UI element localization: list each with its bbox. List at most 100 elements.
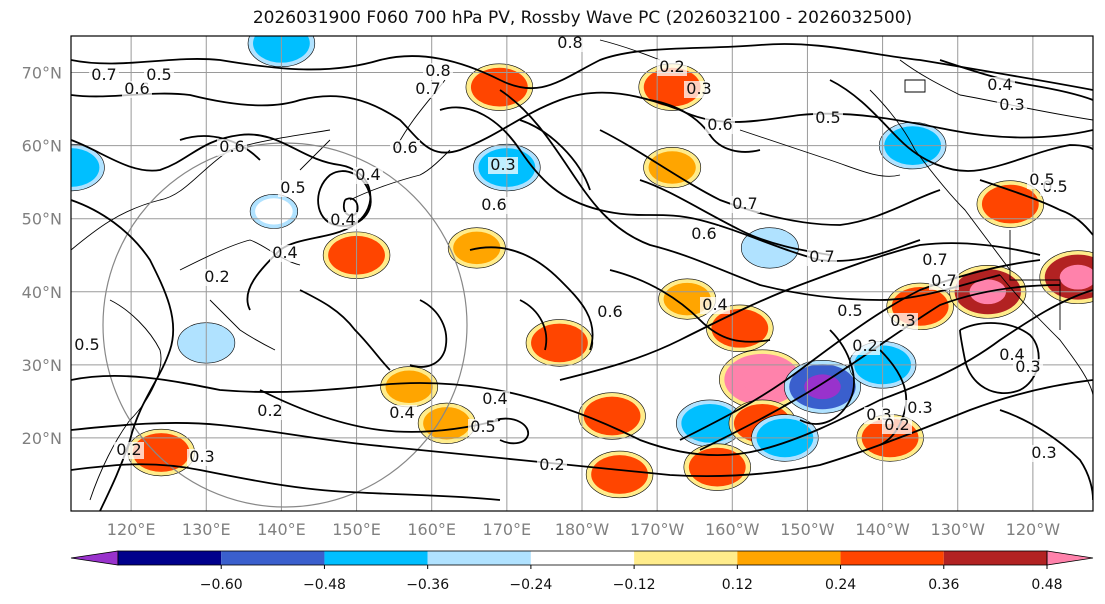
- svg-text:0.7: 0.7: [922, 250, 947, 269]
- svg-text:0.4: 0.4: [987, 75, 1012, 94]
- svg-text:0.2: 0.2: [659, 57, 684, 76]
- colorbar-tick-label: 0.24: [825, 577, 856, 593]
- svg-text:0.4: 0.4: [389, 403, 414, 422]
- colorbar-segment: [324, 551, 428, 565]
- svg-text:0.3: 0.3: [1015, 357, 1040, 376]
- contour-label: 0.2: [255, 401, 285, 420]
- svg-text:0.5: 0.5: [470, 417, 495, 436]
- svg-text:0.2: 0.2: [257, 401, 282, 420]
- contour-label: 0.6: [595, 302, 625, 321]
- lat-label: 70°N: [22, 64, 62, 83]
- contour-label: 0.6: [689, 224, 719, 243]
- lat-label: 20°N: [22, 429, 62, 448]
- colorbar-extend-max: [1046, 550, 1094, 566]
- svg-text:0.7: 0.7: [91, 65, 116, 84]
- contour-label: 0.3: [888, 311, 918, 330]
- svg-text:0.5: 0.5: [146, 65, 171, 84]
- graticule: [71, 36, 1093, 511]
- anomaly-region: [417, 402, 476, 444]
- lon-label: 120°E: [107, 520, 156, 539]
- colorbar-segment: [737, 551, 841, 565]
- contour-label: 0.3: [1013, 357, 1043, 376]
- colorbar-segment: [427, 551, 531, 565]
- lon-label: 180°W: [555, 520, 610, 539]
- contour-label: 0.4: [985, 75, 1015, 94]
- anomaly-region: [585, 450, 654, 499]
- contour-label: 0.5: [1027, 170, 1057, 189]
- longitude-labels: 120°E 130°E 140°E 150°E 160°E 170°E 180°W 170°W…: [107, 520, 1060, 539]
- svg-text:0.8: 0.8: [557, 33, 582, 52]
- contour-label: 0.2: [202, 267, 232, 286]
- contour-label: 0.7: [807, 247, 837, 266]
- colorbar-segment: [634, 551, 738, 565]
- contour-label: 0.3: [187, 447, 217, 466]
- contour-label: 0.8: [423, 61, 453, 80]
- contour-label: 0.7: [730, 194, 760, 213]
- contour-label: 0.7: [929, 271, 959, 290]
- svg-text:0.6: 0.6: [597, 302, 622, 321]
- lon-label: 140°W: [855, 520, 910, 539]
- contour-label: 0.2: [850, 336, 880, 355]
- contour-label: 0.2: [114, 440, 144, 459]
- contour-label: 0.6: [705, 115, 735, 134]
- colorbar-segment: [118, 551, 222, 565]
- contour-label: 0.3: [684, 79, 714, 98]
- anomaly-region: [71, 143, 105, 192]
- colorbar-tick-label: 0.12: [722, 577, 753, 593]
- colorbar-extend-min: [70, 550, 119, 566]
- plot-frame: [70, 35, 1094, 512]
- svg-text:0.2: 0.2: [116, 440, 141, 459]
- lon-label: 130°E: [182, 520, 231, 539]
- contour-label: 0.3: [997, 95, 1027, 114]
- svg-text:0.8: 0.8: [425, 61, 450, 80]
- svg-text:0.3: 0.3: [1031, 443, 1056, 462]
- svg-text:0.5: 0.5: [815, 108, 840, 127]
- anomaly-region: [683, 443, 751, 491]
- svg-text:0.6: 0.6: [392, 138, 417, 157]
- colorbar-tick-label: 0.48: [1031, 577, 1062, 593]
- colorbar-tick-label: −0.60: [200, 577, 243, 593]
- svg-text:0.2: 0.2: [852, 336, 877, 355]
- lon-label: 170°E: [483, 520, 532, 539]
- contour-label: 0.5: [835, 301, 865, 320]
- contour-label: 0.4: [353, 165, 383, 184]
- colorbar-tick-label: −0.24: [509, 577, 552, 593]
- contour-label: 0.5: [278, 178, 308, 197]
- contour-label: 0.6: [479, 195, 509, 214]
- svg-text:0.4: 0.4: [702, 295, 727, 314]
- anomaly-region: [380, 366, 439, 408]
- lat-label: 60°N: [22, 137, 62, 156]
- contour-label: 0.7: [920, 250, 950, 269]
- svg-text:0.6: 0.6: [481, 195, 506, 214]
- contour-label: 0.5: [72, 335, 102, 354]
- contour-label: 0.4: [387, 403, 417, 422]
- colorbar-segment: [840, 551, 944, 565]
- contour-label: 0.7: [89, 65, 119, 84]
- anomaly-region: [525, 319, 594, 367]
- contour-label: 0.5: [813, 108, 843, 127]
- svg-text:0.3: 0.3: [490, 155, 515, 174]
- contour-label: 0.3: [905, 398, 935, 417]
- lat-label: 50°N: [22, 210, 62, 229]
- svg-text:0.7: 0.7: [732, 194, 757, 213]
- svg-text:0.6: 0.6: [691, 224, 716, 243]
- contour-label: 0.8: [555, 33, 585, 52]
- lon-label: 150°W: [780, 520, 835, 539]
- contour-label: 0.3: [1029, 443, 1059, 462]
- lat-label: 40°N: [22, 283, 62, 302]
- svg-text:0.4: 0.4: [355, 165, 380, 184]
- lon-label: 120°W: [1006, 520, 1061, 539]
- lon-label: 130°W: [931, 520, 986, 539]
- svg-text:0.3: 0.3: [999, 95, 1024, 114]
- contour-label: 0.5: [144, 65, 174, 84]
- pv-contours: [71, 43, 1093, 511]
- anomaly-region: [976, 180, 1045, 228]
- svg-text:0.3: 0.3: [189, 447, 214, 466]
- svg-text:0.3: 0.3: [890, 311, 915, 330]
- anomaly-region: [783, 359, 861, 414]
- svg-text:0.3: 0.3: [686, 79, 711, 98]
- colorbar-tick-label: −0.48: [303, 577, 346, 593]
- svg-text:0.7: 0.7: [415, 79, 440, 98]
- lon-label: 140°E: [257, 520, 306, 539]
